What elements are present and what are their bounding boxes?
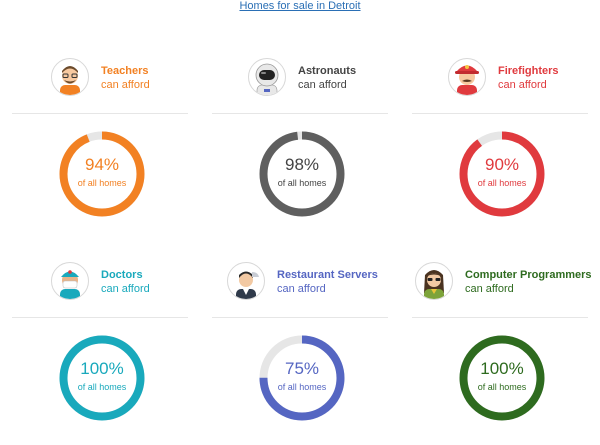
affordability-ring: 100% of all homes	[457, 333, 547, 423]
percent-label: of all homes	[277, 382, 327, 392]
percent-value: 75%	[284, 359, 320, 378]
card-subtitle: can afford	[298, 79, 347, 91]
astronaut-avatar-icon	[248, 58, 286, 96]
percent-value: 100%	[480, 359, 524, 378]
affordability-ring: 75% of all homes	[257, 333, 347, 423]
affordability-card-doctors: Doctors can afford 100% of all homes	[12, 245, 188, 445]
affordability-card-teachers: Teachers can afford 94% of all homes	[12, 40, 188, 240]
percent-label: of all homes	[77, 178, 127, 188]
server-avatar-icon	[227, 262, 265, 300]
percent-value: 94%	[84, 155, 120, 174]
ring-progress	[459, 131, 545, 217]
ring-progress	[59, 335, 145, 421]
percent-label: of all homes	[277, 178, 327, 188]
percent-value: 98%	[284, 155, 320, 174]
card-title: Firefighters	[498, 65, 559, 77]
card-divider	[412, 317, 588, 318]
teacher-avatar-icon	[51, 58, 89, 96]
homes-for-sale-link[interactable]: Homes for sale in Detroit	[239, 0, 361, 12]
ring-progress	[59, 131, 145, 217]
affordability-ring: 94% of all homes	[57, 129, 147, 219]
card-title: Doctors	[101, 269, 143, 281]
ring-progress	[259, 131, 345, 217]
card-title: Restaurant Servers	[277, 269, 378, 281]
card-subtitle: can afford	[465, 283, 514, 295]
programmer-avatar-icon	[415, 262, 453, 300]
card-subtitle: can afford	[277, 283, 326, 295]
affordability-card-restaurant-servers: Restaurant Servers can afford 75% of all…	[212, 245, 388, 445]
percent-label: of all homes	[477, 178, 527, 188]
card-subtitle: can afford	[498, 79, 547, 91]
card-subtitle: can afford	[101, 283, 150, 295]
card-divider	[412, 113, 588, 114]
affordability-card-computer-programmers: Computer Programmers can afford 100% of …	[412, 245, 592, 445]
percent-label: of all homes	[477, 382, 527, 392]
percent-label: of all homes	[77, 382, 127, 392]
firefighter-avatar-icon	[448, 58, 486, 96]
affordability-ring: 100% of all homes	[57, 333, 147, 423]
affordability-card-astronauts: Astronauts can afford 98% of all homes	[212, 40, 388, 240]
card-title: Computer Programmers	[465, 269, 592, 281]
affordability-ring: 98% of all homes	[257, 129, 347, 219]
affordability-card-firefighters: Firefighters can afford 90% of all homes	[412, 40, 588, 240]
percent-value: 90%	[484, 155, 520, 174]
card-title: Astronauts	[298, 65, 357, 77]
affordability-ring: 90% of all homes	[457, 129, 547, 219]
card-divider	[212, 113, 388, 114]
card-divider	[212, 317, 388, 318]
ring-progress	[459, 335, 545, 421]
ring-progress	[259, 335, 345, 421]
card-subtitle: can afford	[101, 79, 150, 91]
card-divider	[12, 113, 188, 114]
doctor-avatar-icon	[51, 262, 89, 300]
card-title: Teachers	[101, 65, 149, 77]
card-divider	[12, 317, 188, 318]
percent-value: 100%	[80, 359, 124, 378]
